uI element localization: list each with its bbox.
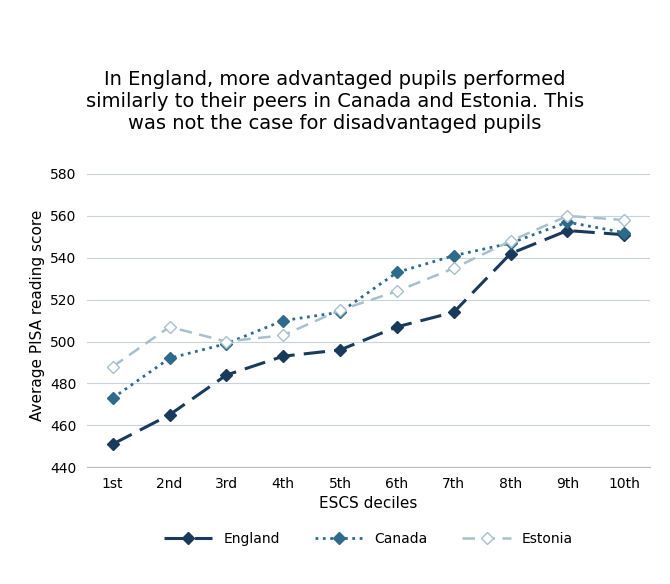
X-axis label: ESCS deciles: ESCS deciles (320, 496, 417, 512)
Text: In England, more advantaged pupils performed
similarly to their peers in Canada : In England, more advantaged pupils perfo… (86, 70, 584, 133)
Y-axis label: Average PISA reading score: Average PISA reading score (29, 210, 45, 421)
Legend: England, Canada, Estonia: England, Canada, Estonia (158, 526, 579, 551)
